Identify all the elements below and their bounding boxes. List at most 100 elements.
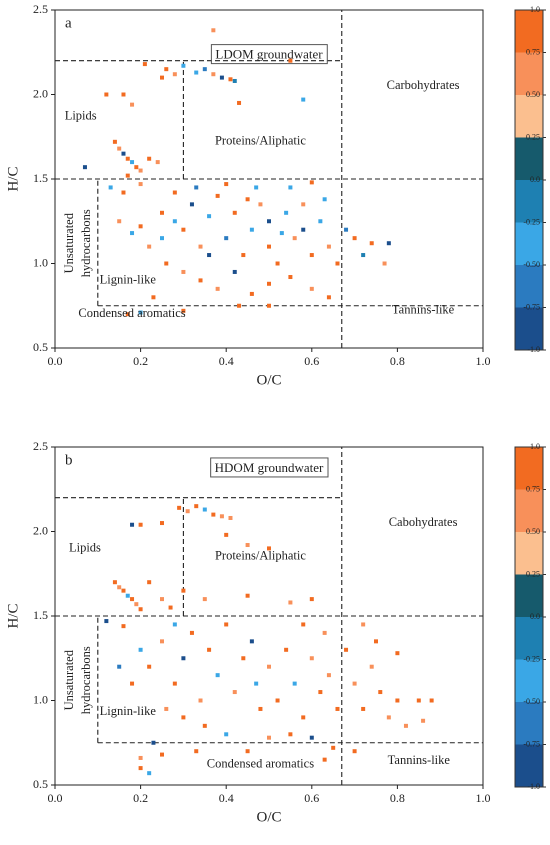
point: [138, 647, 143, 652]
point: [386, 241, 391, 246]
point: [130, 231, 135, 236]
point: [125, 156, 130, 161]
point: [403, 723, 408, 728]
point: [267, 664, 271, 669]
panel: 0.0 0.2 0.4 0.6 0.8 1.0 0.5 1.0 1.5 2.0 2.5 O/C H/C a…: [5, 2, 546, 388]
point: [172, 72, 177, 77]
x-tick-label: 1.0: [476, 791, 491, 805]
point: [108, 185, 113, 190]
point: [352, 749, 357, 754]
point: [309, 735, 314, 740]
colorbar-tick-label: -0.25: [523, 654, 540, 663]
colorbar-bin: [515, 489, 543, 532]
x-tick-label: 0.2: [133, 791, 148, 805]
colorbar-bin: [515, 265, 543, 308]
point: [232, 269, 237, 274]
colorbar-bin: [515, 307, 543, 350]
point: [172, 622, 177, 627]
point: [194, 70, 199, 75]
y-tick-label: 1.0: [33, 255, 48, 269]
point: [288, 185, 293, 190]
colorbar-tick-label: 0.0: [530, 612, 540, 621]
y-tick-label: 2.5: [33, 2, 48, 16]
point: [189, 630, 194, 635]
point: [416, 698, 421, 703]
point: [249, 639, 254, 644]
point: [309, 597, 314, 602]
point: [168, 605, 173, 610]
point: [352, 236, 357, 241]
point: [245, 749, 250, 754]
x-axis-title: O/C: [256, 372, 281, 388]
point: [335, 261, 340, 266]
colorbar-tick-label: 0.75: [526, 47, 540, 56]
point: [134, 602, 139, 607]
point: [121, 624, 126, 629]
y-axis-title: H/C: [5, 603, 21, 628]
point: [134, 165, 139, 170]
point: [181, 715, 186, 720]
colorbar-tick-label: -0.75: [523, 302, 540, 311]
point: [326, 244, 331, 249]
point: [104, 619, 109, 624]
point: [147, 664, 152, 669]
point: [121, 588, 126, 593]
colorbar-tick-label: -0.50: [523, 697, 540, 706]
point: [249, 291, 254, 296]
point: [309, 180, 314, 185]
point: [138, 766, 143, 771]
point: [138, 224, 143, 229]
region-label: Lipids: [69, 540, 101, 554]
colorbar-bin: [515, 52, 543, 95]
region-label: Cabohydrates: [389, 515, 458, 529]
point: [130, 597, 135, 602]
point: [181, 308, 186, 313]
point: [121, 190, 126, 195]
point: [237, 100, 242, 105]
x-tick-label: 0.6: [304, 354, 319, 368]
y-tick-label: 1.0: [33, 692, 48, 706]
point: [215, 673, 220, 678]
point: [160, 597, 164, 602]
colorbar-tick-label: -1.0: [527, 345, 540, 354]
point: [160, 752, 164, 757]
point: [198, 244, 203, 249]
colorbar-bin: [515, 447, 543, 490]
point: [147, 156, 152, 161]
point: [254, 681, 259, 686]
colorbar-bin: [515, 702, 543, 745]
point: [292, 681, 297, 686]
point: [374, 639, 378, 644]
point: [121, 151, 126, 156]
region-label: Lignin-like: [100, 704, 157, 718]
region-label: Unsaturated: [62, 212, 76, 273]
point: [254, 185, 259, 190]
point: [267, 281, 271, 286]
point: [177, 505, 182, 510]
point: [181, 656, 186, 661]
point: [202, 597, 207, 602]
point: [309, 253, 314, 258]
point: [151, 295, 156, 300]
point: [267, 244, 271, 249]
point: [258, 706, 263, 711]
point: [117, 219, 122, 224]
point: [130, 681, 135, 686]
point: [361, 706, 366, 711]
point: [395, 651, 400, 656]
region-label: Proteins/Aliphatic: [215, 549, 306, 563]
region-label: Unsaturated: [62, 649, 76, 710]
point: [160, 75, 164, 80]
point: [288, 275, 293, 280]
point: [318, 690, 323, 695]
point: [138, 168, 143, 173]
point: [382, 261, 387, 266]
point: [331, 745, 336, 750]
point: [369, 664, 374, 669]
y-tick-label: 2.0: [33, 523, 48, 537]
point: [181, 227, 186, 232]
point: [130, 522, 135, 527]
point: [219, 514, 224, 519]
point: [172, 219, 177, 224]
point: [219, 75, 224, 80]
